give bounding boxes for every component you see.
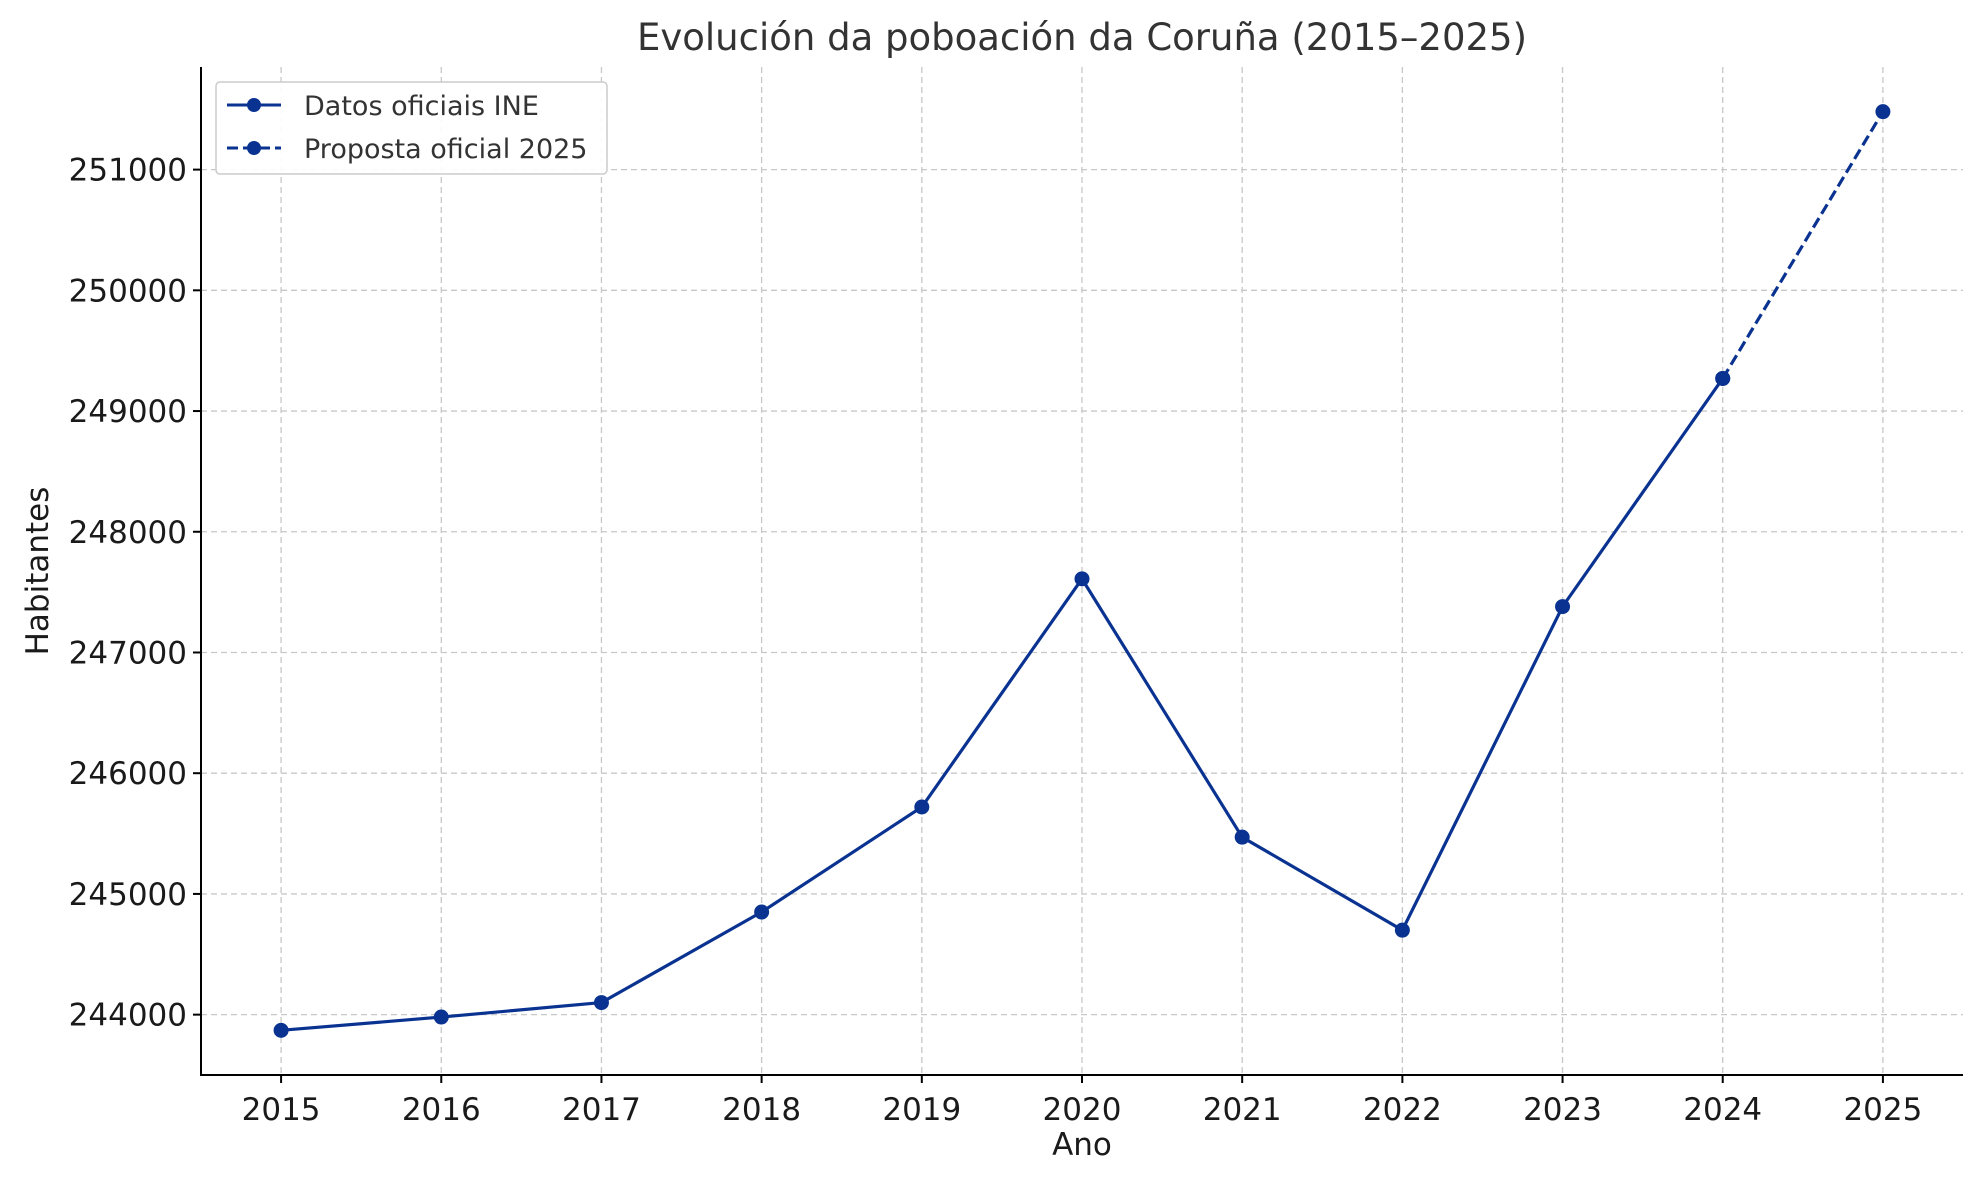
x-axis-label: Ano	[1052, 1127, 1112, 1163]
x-tick-label: 2025	[1843, 1092, 1922, 1128]
data-point	[1875, 104, 1891, 120]
data-point	[1394, 922, 1410, 938]
y-axis-label: Habitantes	[20, 487, 56, 656]
series-line-1	[1721, 110, 1885, 380]
x-tick-label: 2018	[722, 1092, 801, 1128]
data-point	[433, 1009, 449, 1025]
x-tick-label: 2016	[402, 1092, 481, 1128]
x-tick-label: 2015	[242, 1092, 321, 1128]
data-point	[1234, 829, 1250, 845]
x-tick-label: 2020	[1043, 1092, 1122, 1128]
x-tick-label: 2021	[1203, 1092, 1282, 1128]
legend-box	[215, 81, 608, 175]
data-point	[914, 799, 930, 815]
legend: Datos oficiais INE Proposta oficial 2025	[215, 81, 608, 175]
legend-marker-proposta	[247, 141, 261, 155]
x-tick-label: 2019	[882, 1092, 961, 1128]
y-tick-label: 244000	[69, 998, 187, 1034]
y-axis: 244000 245000 246000 247000 248000 249000 2500…	[69, 153, 201, 1034]
data-point	[1715, 370, 1731, 386]
data-point	[1555, 599, 1571, 615]
grid-lines	[201, 67, 1963, 1075]
x-axis: 2015 2016 2017 2018 2019 2020 2021 2022 2023 2024…	[242, 1075, 1922, 1128]
data-point	[754, 904, 770, 920]
y-tick-label: 245000	[69, 877, 187, 913]
series-group	[273, 104, 1891, 1038]
chart-title: Evolución da poboación da Coruña (2015–2…	[637, 16, 1527, 59]
data-point	[593, 995, 609, 1011]
y-tick-label: 247000	[69, 635, 187, 671]
legend-marker-ine	[247, 98, 261, 112]
y-tick-label: 250000	[69, 273, 187, 309]
axes-frame	[200, 67, 1963, 1076]
x-tick-label: 2024	[1683, 1092, 1762, 1128]
y-tick-label: 249000	[69, 394, 187, 430]
y-tick-label: 248000	[69, 515, 187, 551]
x-tick-label: 2023	[1523, 1092, 1602, 1128]
x-tick-label: 2017	[562, 1092, 641, 1128]
data-point	[273, 1022, 289, 1038]
legend-label-ine: Datos oficiais INE	[304, 91, 539, 122]
y-tick-label: 246000	[69, 756, 187, 792]
series-line-0	[280, 377, 1725, 1032]
data-point	[1074, 571, 1090, 587]
y-tick-label: 251000	[69, 153, 187, 189]
legend-label-proposta: Proposta oficial 2025	[304, 134, 588, 165]
x-tick-label: 2022	[1363, 1092, 1442, 1128]
